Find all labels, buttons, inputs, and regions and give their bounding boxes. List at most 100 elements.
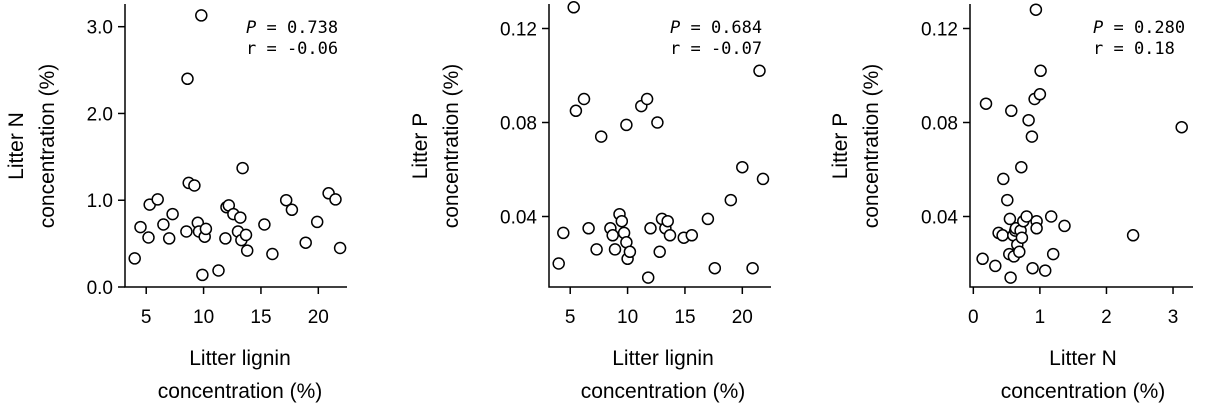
panel-3-annotation-p: P = 0.280 bbox=[1093, 18, 1185, 38]
data-point bbox=[239, 228, 253, 242]
panel-3-axes bbox=[969, 4, 1193, 288]
data-point bbox=[651, 116, 664, 129]
panel-2-p-symbol: P bbox=[670, 18, 680, 38]
data-point bbox=[1033, 88, 1047, 101]
data-point bbox=[641, 271, 655, 284]
data-point bbox=[1015, 231, 1029, 244]
panel-1-xlabel-line2: concentration (%) bbox=[158, 380, 323, 403]
panel-litter-p-vs-lignin: 5 10 15 200.040.080.12 P = 0.684 r = -0.07 … bbox=[409, 1, 771, 403]
panel-3-xlabel-line1: Litter N bbox=[1049, 347, 1117, 370]
data-point bbox=[640, 92, 654, 106]
data-point bbox=[979, 97, 993, 110]
x-tick-label: 15 bbox=[674, 307, 695, 328]
data-point bbox=[157, 218, 170, 231]
panel-3-ylabel-line2: concentration (%) bbox=[860, 64, 883, 229]
data-point bbox=[1026, 261, 1039, 275]
data-point bbox=[1029, 3, 1043, 16]
x-tick-label: 2 bbox=[1101, 307, 1112, 328]
data-point bbox=[181, 72, 194, 86]
data-point bbox=[166, 207, 179, 221]
y-tick-label: 0.08 bbox=[921, 114, 958, 135]
x-tick-label: 15 bbox=[250, 307, 271, 328]
data-point bbox=[134, 220, 147, 234]
data-point bbox=[1013, 245, 1026, 259]
panel-2-ticks: 5 10 15 20 0.04 0.08 0.12 bbox=[500, 20, 753, 329]
panel-2-xlabel-line1: Litter lignin bbox=[612, 347, 714, 370]
x-tick-label: 1 bbox=[1035, 307, 1046, 328]
data-point bbox=[577, 92, 591, 106]
data-point bbox=[756, 172, 770, 186]
data-point bbox=[266, 247, 279, 261]
x-tick-label: 5 bbox=[141, 307, 152, 328]
data-point bbox=[746, 261, 759, 275]
data-point bbox=[653, 245, 666, 259]
panel-3-p-symbol: P bbox=[1093, 18, 1103, 38]
panel-2-axes bbox=[548, 4, 771, 288]
y-tick-label: 0.04 bbox=[921, 208, 958, 229]
data-point bbox=[285, 203, 299, 217]
data-point bbox=[1003, 212, 1017, 226]
data-point bbox=[663, 229, 677, 242]
data-point bbox=[582, 222, 595, 235]
data-point bbox=[240, 244, 254, 257]
data-point bbox=[608, 243, 622, 256]
data-point bbox=[644, 222, 657, 235]
panel-3-ticks: 0 1 2 3 0.04 0.08 0.12 bbox=[921, 20, 1178, 329]
data-point bbox=[1046, 247, 1060, 261]
data-point bbox=[1038, 264, 1052, 277]
panel-3-annotation-r: r = 0.18 bbox=[1093, 39, 1175, 59]
data-point bbox=[552, 257, 565, 270]
data-point bbox=[219, 232, 232, 245]
data-point bbox=[195, 9, 208, 22]
data-point bbox=[661, 214, 674, 228]
y-tick-label: 0.0 bbox=[87, 278, 113, 299]
data-point bbox=[997, 172, 1010, 186]
panel-2-points bbox=[552, 1, 770, 284]
y-tick-label: 1.0 bbox=[87, 191, 113, 212]
panel-1-ylabel-line2: concentration (%) bbox=[36, 64, 59, 229]
x-tick-label: 20 bbox=[732, 307, 753, 328]
data-point bbox=[188, 179, 201, 192]
data-point bbox=[212, 264, 225, 277]
panel-litter-n-vs-lignin: 5 10 15 200.01.02.03.0 P = 0.738 r = -0.06 … bbox=[5, 4, 347, 403]
data-point bbox=[724, 193, 738, 207]
data-point bbox=[180, 225, 193, 238]
panel-1-ticks: 5 10 15 20 0.0 1.0 2.0 3.0 bbox=[87, 18, 329, 328]
data-point bbox=[569, 104, 583, 118]
panel-1-p-symbol: P bbox=[246, 18, 256, 38]
panel-1-annotation-r: r = -0.06 bbox=[246, 39, 338, 59]
data-point bbox=[557, 226, 570, 240]
y-tick-label: 0.12 bbox=[500, 20, 537, 41]
y-tick-label: 0.12 bbox=[921, 20, 958, 41]
data-point bbox=[1030, 222, 1043, 235]
panel-litter-p-vs-n: 0 1 2 3 0.04 0.08 0.12 P = 0.280 r = 0.18 Litt… bbox=[829, 3, 1193, 403]
data-point bbox=[128, 252, 141, 265]
data-point bbox=[333, 241, 347, 255]
panel-2-annotation-p: P = 0.684 bbox=[670, 18, 762, 38]
y-tick-label: 3.0 bbox=[87, 18, 113, 39]
data-point bbox=[329, 193, 342, 206]
data-point bbox=[142, 231, 155, 244]
data-point bbox=[567, 1, 580, 14]
panel-1-p-value: = 0.738 bbox=[256, 18, 338, 38]
data-point bbox=[620, 118, 633, 132]
data-point bbox=[258, 218, 271, 231]
data-point bbox=[279, 193, 293, 207]
x-tick-label: 5 bbox=[565, 307, 576, 328]
data-point bbox=[1001, 193, 1014, 207]
data-point bbox=[606, 229, 619, 242]
x-tick-label: 20 bbox=[308, 307, 329, 328]
data-point bbox=[199, 222, 213, 236]
data-point bbox=[162, 232, 176, 245]
data-point bbox=[1044, 210, 1058, 223]
x-tick-label: 3 bbox=[1168, 307, 1179, 328]
data-point bbox=[594, 130, 608, 143]
data-point bbox=[989, 259, 1002, 273]
data-point bbox=[234, 211, 247, 224]
data-point bbox=[1020, 210, 1033, 223]
data-point bbox=[753, 64, 766, 78]
data-point bbox=[196, 268, 209, 282]
data-point bbox=[1005, 104, 1018, 118]
panel-2-ylabel-line1: Litter P bbox=[409, 113, 432, 180]
